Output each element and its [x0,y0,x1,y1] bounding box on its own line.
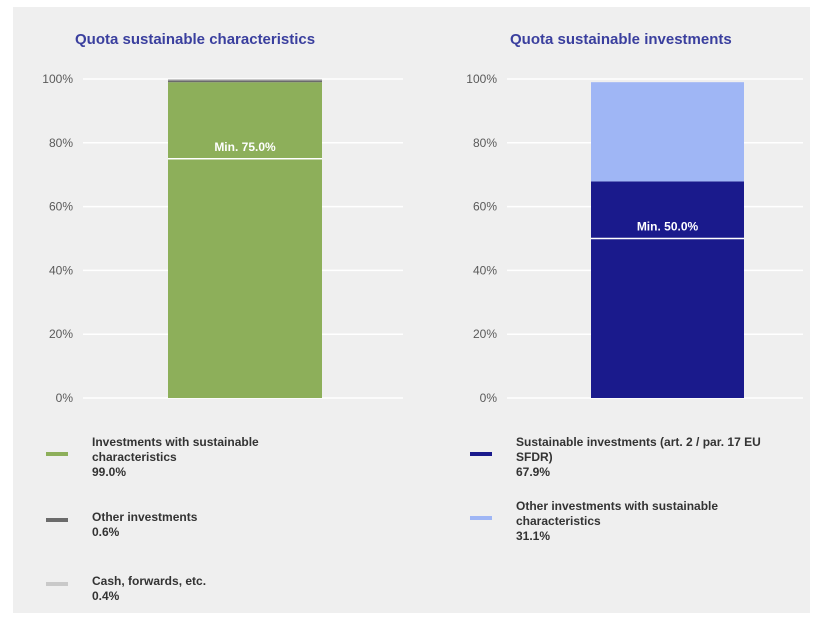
legend-item-sustainable-investments: Sustainable investments (art. 2 / par. 1… [470,435,790,495]
legend-swatch [46,582,68,586]
bar-segment [168,79,322,81]
chart-characteristics: 0% 20% 40% 60% 80% 100% Min. 75.0% [42,72,403,405]
chart-title-characteristics: Quota sustainable characteristics [75,31,316,48]
y-tick-label: 80% [473,136,497,150]
legend-value: 99.0% [92,465,127,479]
y-tick-label: 20% [49,327,73,341]
legend-label: Other investments with sustainable chara… [516,499,719,528]
legend-swatch [46,452,68,456]
bar-segment [591,181,744,398]
legend-item-other-investments: Other investments 0.6% [46,510,346,550]
bar-segment [168,82,322,398]
legend-swatch [46,518,68,522]
bar-segment [591,82,744,182]
y-tick-label: 60% [473,200,497,214]
bar-segment [168,80,322,83]
y-tick-label: 40% [49,263,73,277]
chart-title-investments: Quota sustainable investments [510,31,732,48]
y-tick-label: 20% [473,327,497,341]
legend-label: Investments with sustainable characteris… [92,435,259,464]
y-tick-label: 60% [49,200,73,214]
legend-value: 0.4% [92,589,120,603]
legend-swatch [470,516,492,520]
legend-item-cash-forwards: Cash, forwards, etc. 0.4% [46,574,346,614]
y-tick-label: 100% [466,72,497,86]
legend-swatch [470,452,492,456]
chart-panel: Quota sustainable characteristics Quota … [13,7,810,613]
y-tick-label: 100% [42,72,73,86]
legend-value: 67.9% [516,465,551,479]
legend-label: Cash, forwards, etc. [92,574,207,588]
y-tick-label: 80% [49,136,73,150]
y-tick-label: 0% [480,391,498,405]
legend-label: Other investments [92,510,198,524]
y-tick-label: 40% [473,263,497,277]
legend-value: 0.6% [92,525,120,539]
threshold-label: Min. 75.0% [214,140,276,154]
chart-investments: 0% 20% 40% 60% 80% 100% Min. 50.0% [466,72,803,405]
y-tick-label: 0% [56,391,74,405]
legend-label: Sustainable investments (art. 2 / par. 1… [516,435,761,464]
legend-value: 31.1% [516,529,551,543]
legend-item-other-sustainable-characteristics: Other investments with sustainable chara… [470,499,790,559]
legend-item-sustainable-characteristics: Investments with sustainable characteris… [46,435,346,495]
threshold-label: Min. 50.0% [637,220,699,234]
